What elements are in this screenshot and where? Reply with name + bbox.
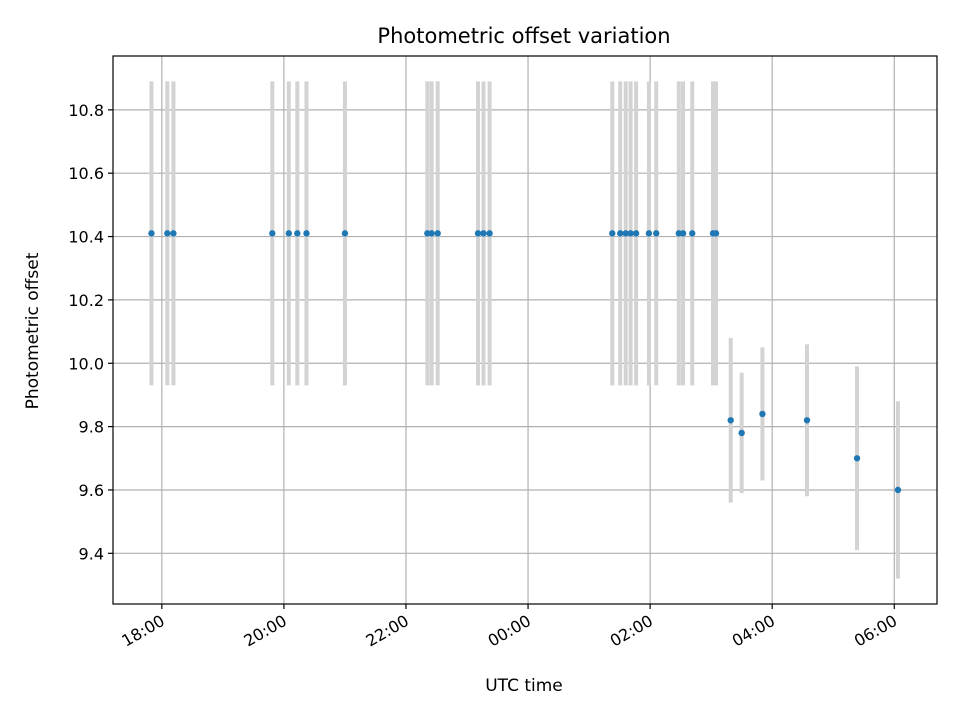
data-point bbox=[689, 230, 696, 237]
data-point bbox=[622, 230, 629, 237]
data-point bbox=[627, 230, 634, 237]
y-tick-label: 10.0 bbox=[68, 354, 104, 373]
data-point bbox=[269, 230, 276, 237]
y-tick-label: 9.4 bbox=[79, 544, 104, 563]
data-point bbox=[609, 230, 616, 237]
data-point bbox=[738, 429, 745, 437]
data-point bbox=[428, 230, 435, 237]
data-point bbox=[653, 230, 660, 237]
data-point bbox=[170, 230, 177, 237]
data-point bbox=[303, 230, 310, 237]
data-point bbox=[759, 410, 766, 418]
grid bbox=[113, 56, 937, 604]
y-tick-label: 10.2 bbox=[68, 291, 104, 310]
data-points bbox=[148, 230, 902, 494]
data-point bbox=[645, 230, 653, 237]
y-axis-ticks: 9.4 9.6 9.8 10.0 10.2 10.4 10.6 10.8 bbox=[68, 101, 113, 563]
y-tick-label: 10.6 bbox=[68, 164, 104, 183]
data-point bbox=[679, 230, 687, 237]
data-point bbox=[853, 455, 861, 462]
data-point bbox=[164, 230, 171, 237]
data-point bbox=[712, 230, 720, 237]
x-axis-label: UTC time bbox=[485, 676, 563, 696]
data-point bbox=[434, 230, 441, 237]
data-point bbox=[632, 230, 640, 237]
data-point bbox=[617, 230, 624, 237]
y-tick-label: 10.4 bbox=[68, 228, 104, 247]
y-axis-label: Photometric offset bbox=[23, 252, 43, 409]
data-point bbox=[727, 417, 734, 424]
data-point bbox=[148, 230, 155, 237]
y-tick-label: 10.8 bbox=[68, 101, 104, 120]
data-point bbox=[894, 486, 902, 494]
chart-title: Photometric offset variation bbox=[377, 24, 670, 48]
data-point bbox=[486, 230, 493, 237]
data-point bbox=[285, 230, 292, 237]
data-point bbox=[803, 417, 811, 424]
data-point bbox=[480, 230, 487, 237]
y-tick-label: 9.8 bbox=[79, 418, 104, 437]
y-tick-label: 9.6 bbox=[79, 481, 104, 500]
data-point bbox=[294, 230, 301, 237]
plot-frame bbox=[112, 55, 938, 605]
data-point bbox=[341, 230, 349, 237]
data-point bbox=[474, 230, 482, 237]
